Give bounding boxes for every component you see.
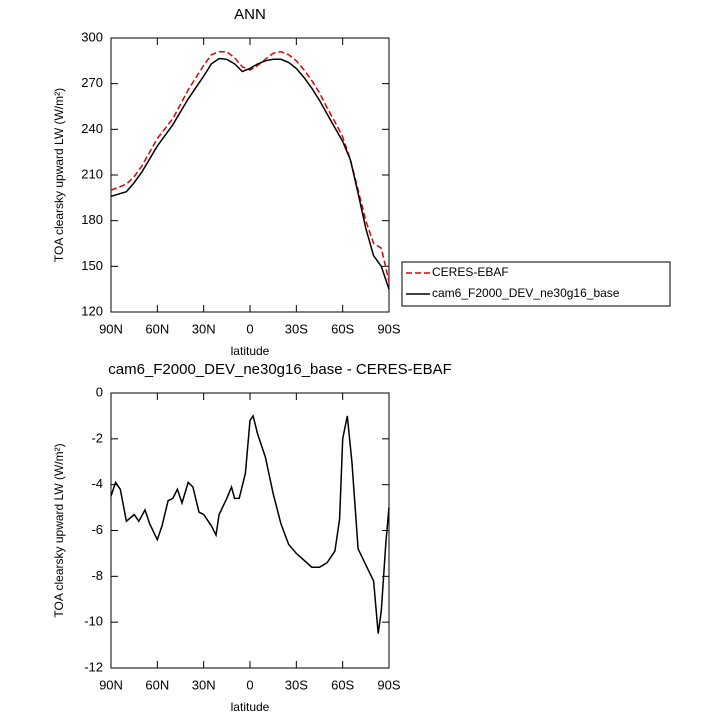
y-tick-label: 180 (81, 212, 103, 227)
legend-box (401, 261, 671, 307)
y-tick-label: 240 (81, 121, 103, 136)
y-tick-label: -8 (91, 568, 103, 583)
x-tick-label: 60S (331, 321, 354, 336)
x-tick-label: 30N (192, 677, 216, 692)
x-tick-label: 60S (331, 677, 354, 692)
chart-title: ANN (234, 6, 266, 23)
x-axis-label: latitude (231, 344, 270, 358)
y-tick-label: -4 (91, 476, 103, 491)
y-tick-label: 300 (81, 29, 103, 44)
x-tick-label: 30S (285, 677, 308, 692)
y-tick-label: 210 (81, 166, 103, 181)
y-tick-label: -2 (91, 430, 103, 445)
y-tick-label: 150 (81, 258, 103, 273)
y-tick-label: -12 (84, 659, 103, 674)
series-line (110, 57, 390, 290)
legend-label: CERES-EBAF (432, 265, 509, 279)
plot-frame (110, 37, 390, 313)
y-tick-label: 270 (81, 75, 103, 90)
legend-label: cam6_F2000_DEV_ne30g16_base (432, 286, 620, 300)
x-tick-label: 90S (377, 321, 400, 336)
y-axis-label: TOA clearsky upward LW (W/m²) (52, 443, 66, 617)
y-tick-label: -6 (91, 522, 103, 537)
x-tick-label: 60N (145, 321, 169, 336)
x-tick-label: 90S (377, 677, 400, 692)
x-tick-label: 0 (246, 321, 253, 336)
y-tick-label: 120 (81, 303, 103, 318)
x-tick-label: 90N (99, 677, 123, 692)
x-tick-label: 60N (145, 677, 169, 692)
x-tick-label: 30N (192, 321, 216, 336)
y-axis-label: TOA clearsky upward LW (W/m²) (52, 88, 66, 262)
y-tick-label: 0 (96, 384, 103, 399)
x-tick-label: 90N (99, 321, 123, 336)
series-line (110, 414, 390, 634)
x-axis-label: latitude (231, 700, 270, 714)
series-line (110, 50, 390, 282)
y-tick-label: -10 (84, 614, 103, 629)
x-tick-label: 30S (285, 321, 308, 336)
x-tick-label: 0 (246, 677, 253, 692)
chart-title: cam6_F2000_DEV_ne30g16_base - CERES-EBAF (108, 361, 452, 378)
